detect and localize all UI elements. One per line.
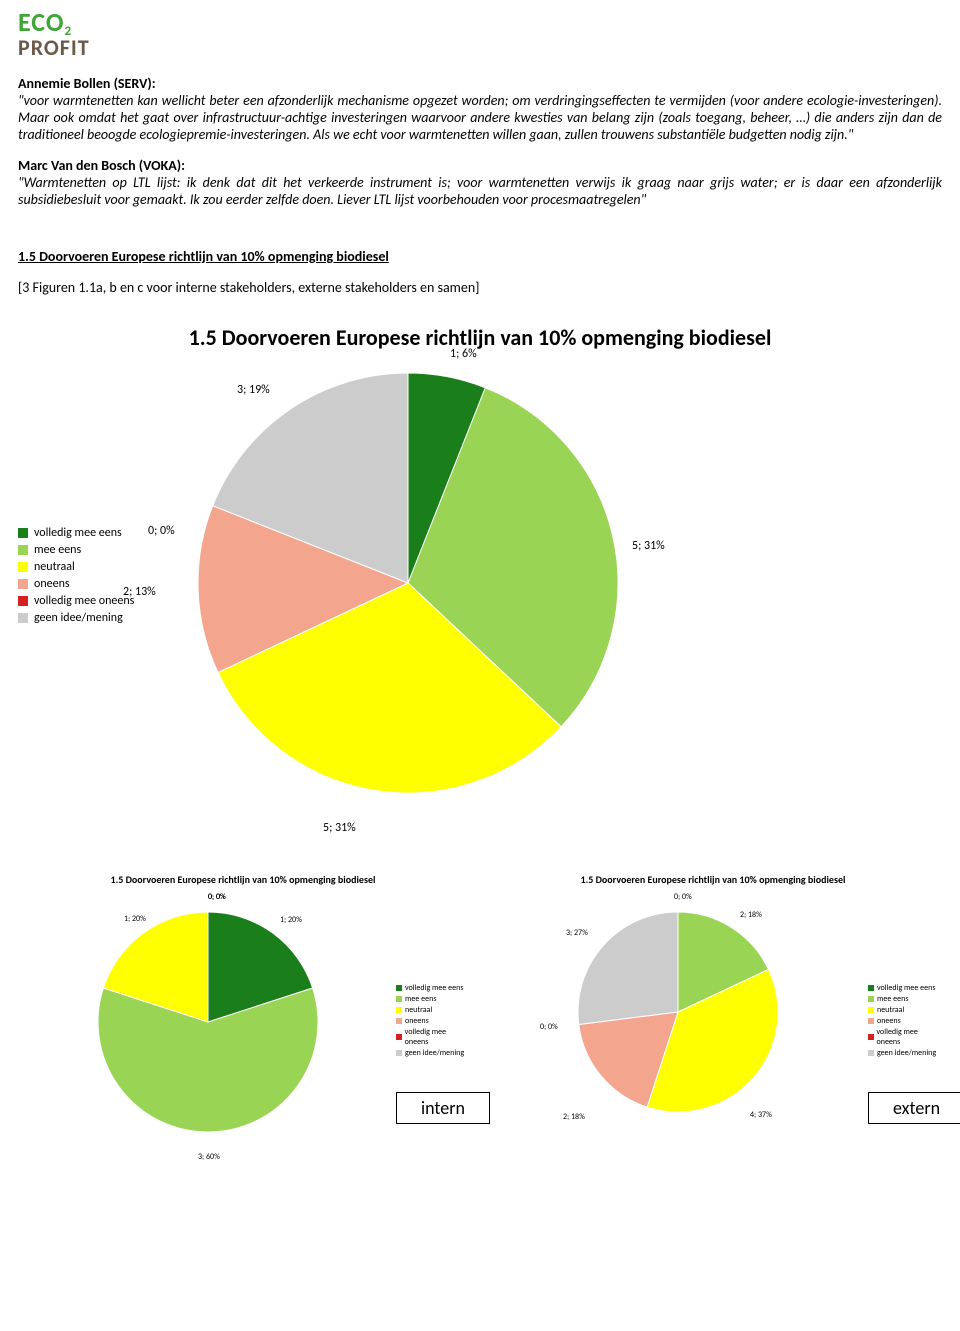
figure-note: [3 Figuren 1.1a, b en c voor interne sta… <box>18 279 942 296</box>
section-title: 1.5 Doorvoeren Europese richtlijn van 10… <box>18 248 942 265</box>
legend-label: neutraal <box>34 560 75 574</box>
legend-swatch <box>18 545 28 555</box>
small2-legend: volledig mee eensmee eensneutraaloneensv… <box>868 982 938 1059</box>
legend-item: mee eens <box>18 543 134 557</box>
legend-swatch <box>396 996 402 1002</box>
pie-label: 2; 18% <box>563 1112 585 1122</box>
pie-label: 0; 0% <box>540 1022 558 1032</box>
small1-box: intern <box>396 1092 490 1124</box>
legend-item: volledig mee eens <box>396 983 468 993</box>
legend-swatch <box>18 579 28 589</box>
pie-label: 3; 19% <box>237 383 270 397</box>
pie-label: 2; 18% <box>740 910 762 920</box>
legend-item: oneens <box>18 577 134 591</box>
legend-swatch <box>868 1007 874 1013</box>
legend-label: oneens <box>405 1016 429 1026</box>
pie-label: 4; 37% <box>750 1110 772 1120</box>
pie-label: 3; 27% <box>566 928 588 938</box>
legend-item: volledig mee oneens <box>868 1027 938 1047</box>
legend-swatch <box>868 996 874 1002</box>
speaker2-quote: "Warmtenetten op LTL lijst: ik denk dat … <box>18 174 942 208</box>
legend-swatch <box>396 985 402 991</box>
main-legend: volledig mee eens mee eens neutraal oneens v… <box>18 523 134 628</box>
legend-item: volledig mee eens <box>18 526 134 540</box>
pie-label: 5; 31% <box>632 539 665 553</box>
legend-label: mee eens <box>405 994 436 1004</box>
legend-swatch <box>396 1018 402 1024</box>
legend-swatch <box>18 562 28 572</box>
legend-item: volledig mee oneens <box>18 594 134 608</box>
legend-swatch <box>396 1034 402 1040</box>
legend-label: geen idee/mening <box>877 1048 936 1058</box>
small2-title: 1.5 Doorvoeren Europese richtlijn van 10… <box>488 873 938 886</box>
legend-label: geen idee/mening <box>405 1048 464 1058</box>
legend-item: volledig mee oneens <box>396 1027 468 1047</box>
small2-chart: 0; 0% 2; 18% 4; 37% 2; 18% 0; 0% 3; 27% volle… <box>488 892 938 1162</box>
legend-swatch <box>868 1050 874 1056</box>
legend-swatch <box>868 1034 874 1040</box>
main-chart: 1; 6%5; 31%5; 31%2; 13%0; 0%3; 19% volle… <box>18 363 942 863</box>
legend-label: volledig mee eens <box>877 983 935 993</box>
legend-label: volledig mee eens <box>34 526 122 540</box>
legend-label: geen idee/mening <box>34 611 123 625</box>
legend-label: volledig mee oneens <box>405 1027 468 1047</box>
legend-item: mee eens <box>396 994 468 1004</box>
legend-swatch <box>396 1050 402 1056</box>
legend-swatch <box>18 528 28 538</box>
legend-item: mee eens <box>868 994 938 1004</box>
speaker1-quote: "voor warmtenetten kan wellicht beter ee… <box>18 92 942 143</box>
speaker2-name: Marc Van den Bosch (VOKA): <box>18 157 942 174</box>
legend-swatch <box>868 985 874 991</box>
small1-title: 1.5 Doorvoeren Europese richtlijn van 10… <box>18 873 468 886</box>
pie-label: 0; 0% <box>208 892 226 902</box>
legend-item: volledig mee eens <box>868 983 938 993</box>
legend-item: neutraal <box>396 1005 468 1015</box>
pie-label: 5; 31% <box>323 821 356 835</box>
legend-label: volledig mee oneens <box>34 594 134 608</box>
small1-legend: volledig mee eensmee eensneutraaloneensv… <box>396 982 468 1059</box>
legend-item: neutraal <box>18 560 134 574</box>
legend-swatch <box>18 613 28 623</box>
legend-label: volledig mee oneens <box>877 1027 938 1047</box>
legend-label: mee eens <box>877 994 908 1004</box>
legend-swatch <box>396 1007 402 1013</box>
legend-label: volledig mee eens <box>405 983 463 993</box>
legend-item: oneens <box>396 1016 468 1026</box>
small1-chart: 1; 20%3; 60%1; 20%0; 0%0; 0%0; 0% volled… <box>18 892 468 1162</box>
legend-swatch <box>868 1018 874 1024</box>
main-chart-title: 1.5 Doorvoeren Europese richtlijn van 10… <box>18 324 942 351</box>
legend-label: oneens <box>34 577 70 591</box>
legend-item: geen idee/mening <box>868 1048 938 1058</box>
pie-slice <box>578 912 678 1025</box>
legend-item: geen idee/mening <box>396 1048 468 1058</box>
small2-box: extern <box>868 1092 960 1124</box>
legend-label: neutraal <box>877 1005 904 1015</box>
pie-label: 0; 0% <box>674 892 692 902</box>
pie-label: 1; 20% <box>124 914 146 924</box>
logo: ECO2 PROFIT <box>18 10 942 59</box>
speaker1-name: Annemie Bollen (SERV): <box>18 75 942 92</box>
pie-label: 3; 60% <box>198 1152 220 1162</box>
legend-swatch <box>18 596 28 606</box>
legend-label: oneens <box>877 1016 901 1026</box>
legend-item: geen idee/mening <box>18 611 134 625</box>
legend-item: oneens <box>868 1016 938 1026</box>
legend-item: neutraal <box>868 1005 938 1015</box>
pie-label: 1; 6% <box>450 347 477 361</box>
legend-label: mee eens <box>34 543 81 557</box>
legend-label: neutraal <box>405 1005 432 1015</box>
pie-label: 0; 0% <box>148 524 175 538</box>
pie-label: 1; 20% <box>280 915 302 925</box>
logo-profit: PROFIT <box>18 34 90 61</box>
